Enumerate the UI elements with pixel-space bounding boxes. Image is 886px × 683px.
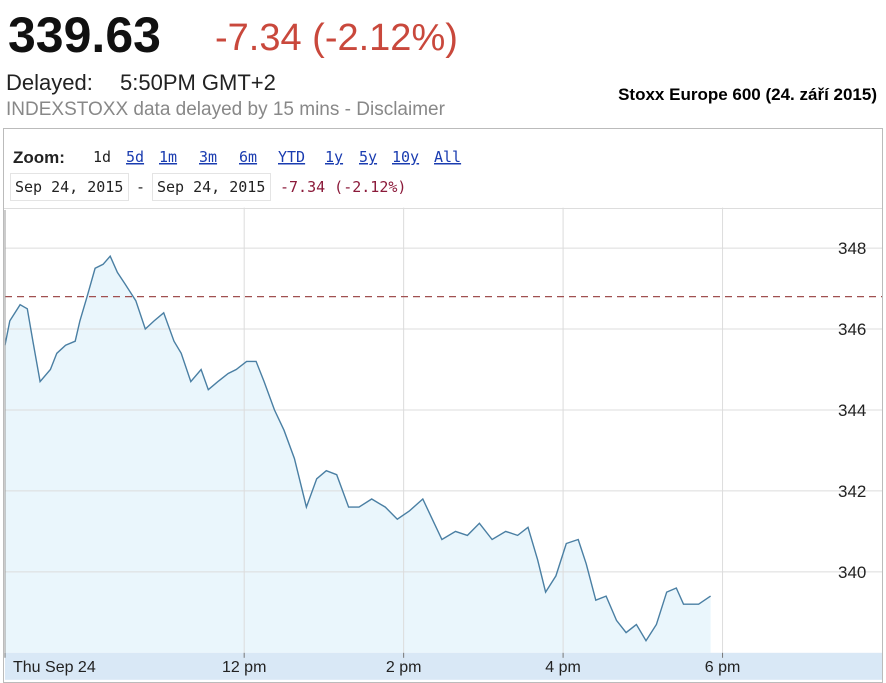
y-tick-label: 348 xyxy=(838,239,866,258)
zoom-option[interactable]: 1d xyxy=(93,148,111,166)
y-tick-label: 340 xyxy=(838,563,866,582)
zoom-option[interactable]: 1y xyxy=(325,148,343,166)
date-from[interactable]: Sep 24, 2015 xyxy=(15,178,123,196)
x-axis-band xyxy=(5,652,882,680)
delay-notice: INDEXSTOXX data delayed by 15 mins - Dis… xyxy=(6,99,446,120)
delayed-label: Delayed: xyxy=(6,70,93,95)
x-tick-label: 6 pm xyxy=(705,659,741,676)
zoom-option[interactable]: 10y xyxy=(392,148,419,166)
range-change: -7.34 (-2.12%) xyxy=(280,178,406,196)
zoom-option[interactable]: 3m xyxy=(199,148,217,166)
zoom-option[interactable]: 5y xyxy=(359,148,377,166)
caption: Stoxx Europe 600 (24. září 2015) xyxy=(618,85,877,104)
zoom-option[interactable]: 6m xyxy=(239,148,257,166)
y-tick-label: 342 xyxy=(838,482,866,501)
date-from-box[interactable] xyxy=(10,173,129,201)
zoom-option[interactable]: All xyxy=(434,148,461,166)
y-tick-label: 344 xyxy=(838,401,866,420)
zoom-options: 1d 5d 1m 3m 6m YTD 1y 5y 10y All xyxy=(93,148,461,166)
x-tick-label: Thu Sep 24 xyxy=(13,659,96,676)
x-tick-label: 12 pm xyxy=(222,659,266,676)
x-tick-label: 4 pm xyxy=(545,659,581,676)
date-separator: - xyxy=(136,178,145,196)
zoom-label: Zoom: xyxy=(13,148,65,167)
price-change: -7.34 (-2.12%) xyxy=(215,17,458,59)
delayed-time: 5:50PM GMT+2 xyxy=(120,70,276,95)
zoom-option[interactable]: 1m xyxy=(159,148,177,166)
price: 339.63 xyxy=(8,7,161,63)
x-tick-label: 2 pm xyxy=(386,659,422,676)
date-to-box[interactable] xyxy=(152,173,271,201)
plot: 340 342 344 346 348 Thu Sep 24 12 pm 2 pm 4 pm 6 … xyxy=(4,207,882,680)
zoom-option[interactable]: 5d xyxy=(126,148,144,166)
zoom-option[interactable]: YTD xyxy=(278,148,305,166)
date-to[interactable]: Sep 24, 2015 xyxy=(157,178,265,196)
y-tick-label: 346 xyxy=(838,320,866,339)
price-line xyxy=(4,254,711,643)
